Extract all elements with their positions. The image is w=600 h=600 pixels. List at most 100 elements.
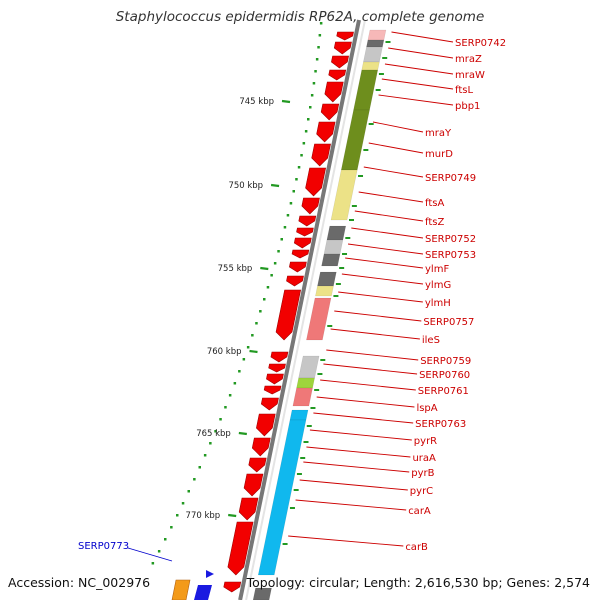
leader-line [330, 328, 420, 340]
leader-line [316, 396, 415, 408]
gc-dot [193, 478, 196, 481]
leader-line [341, 273, 424, 285]
leader-line [295, 499, 407, 511]
gc-dot [259, 310, 262, 313]
gene-arrow [238, 497, 259, 521]
gene-arrow [227, 521, 254, 576]
leader-line [363, 166, 424, 178]
gc-dot [266, 286, 270, 289]
kbp-tick [238, 431, 247, 436]
gene-label: carB [405, 542, 428, 553]
gc-dot [233, 382, 237, 385]
genome-backbone [238, 19, 366, 600]
cog-band [289, 409, 309, 421]
gene-label: uraA [412, 453, 436, 464]
gc-dot [317, 46, 320, 49]
cog-band [367, 29, 387, 41]
gene-arrow [293, 237, 312, 249]
gene-arrows [171, 31, 354, 600]
gc-dot [273, 262, 277, 265]
gc-dot [176, 514, 179, 517]
gene-arrow [296, 227, 314, 237]
kbp-tick [249, 349, 258, 354]
gene-label: carA [408, 506, 431, 517]
gene-arrow [243, 473, 264, 497]
gene-label: ftsZ [425, 217, 444, 228]
gc-dot [280, 238, 283, 241]
gene-label: ftsL [455, 85, 473, 96]
gc-dot [238, 370, 241, 373]
cog-band [317, 271, 337, 287]
cog-band [330, 169, 358, 221]
gene-arrow [320, 103, 340, 121]
leader-line [358, 191, 424, 203]
gc-dot [203, 454, 207, 457]
cog-band [306, 297, 332, 341]
leader-line [391, 31, 454, 43]
gc-dot [270, 274, 273, 277]
gc-dot [310, 94, 314, 97]
gene-arrow [248, 457, 267, 473]
cog-band [257, 419, 307, 576]
gc-dot [312, 82, 316, 85]
kbp-tick [260, 266, 269, 271]
leader-line [326, 349, 419, 361]
gene-label: SERP0760 [419, 370, 470, 381]
gc-skew-dots [151, 22, 323, 565]
gene-arrow [324, 81, 344, 103]
gene-arrow [298, 215, 317, 227]
gene-label: pyrR [414, 436, 437, 447]
gene-label: SERP0763 [415, 419, 466, 430]
kbp-tick-label: 750 kbp [228, 181, 263, 191]
accession-text: Accession: NC_002976 [8, 575, 151, 590]
kbp-tick-label: 770 kbp [186, 511, 221, 521]
gc-dot [263, 298, 266, 301]
gc-dot [302, 142, 306, 145]
topology-text: Topology: circular; Length: 2,616,530 bp… [246, 575, 590, 590]
leader-line [381, 78, 454, 90]
kbp-tick-label: 745 kbp [239, 97, 274, 107]
gc-dot [300, 154, 303, 157]
leader-line [334, 310, 422, 322]
gene-arrow [266, 373, 284, 385]
gene-arrow [328, 69, 347, 81]
gene-arrow [289, 261, 307, 273]
gene-arrow [301, 197, 320, 215]
gc-dot [292, 190, 295, 193]
blue-feature-tip [206, 570, 214, 578]
gene-label: SERP0742 [455, 38, 506, 49]
gene-label: mraZ [455, 54, 482, 65]
leader-line [345, 257, 424, 269]
gene-label: ylmG [425, 280, 451, 291]
gene-label: pyrB [411, 468, 434, 479]
leader-line [288, 535, 404, 547]
gc-dot [181, 502, 185, 505]
gene-arrow [263, 385, 282, 395]
gc-dot [198, 466, 201, 469]
gene-label: SERP0757 [423, 317, 474, 328]
orange-feature [171, 579, 191, 600]
gc-dot [164, 538, 167, 541]
leader-line [323, 363, 418, 375]
gene-label: ylmF [425, 264, 449, 275]
cog-band [292, 387, 313, 407]
cog-band [326, 225, 347, 241]
leader-line [388, 47, 454, 59]
gene-arrow [305, 167, 327, 197]
gene-arrow [291, 249, 310, 259]
gene-label: ileS [422, 335, 440, 346]
cog-band [296, 377, 315, 389]
gene-label: pyrC [410, 486, 433, 497]
gc-dot [219, 418, 222, 421]
leader-line [306, 446, 411, 458]
cog-band [321, 253, 341, 267]
leader-line [313, 412, 414, 424]
gc-dot [283, 226, 287, 229]
backbone-line-inner [245, 19, 366, 600]
gene-label: SERP0749 [425, 173, 476, 184]
leader-line-blue [127, 547, 173, 562]
cog-band [252, 587, 272, 600]
gc-dot [286, 214, 290, 217]
gc-dot [315, 58, 319, 61]
